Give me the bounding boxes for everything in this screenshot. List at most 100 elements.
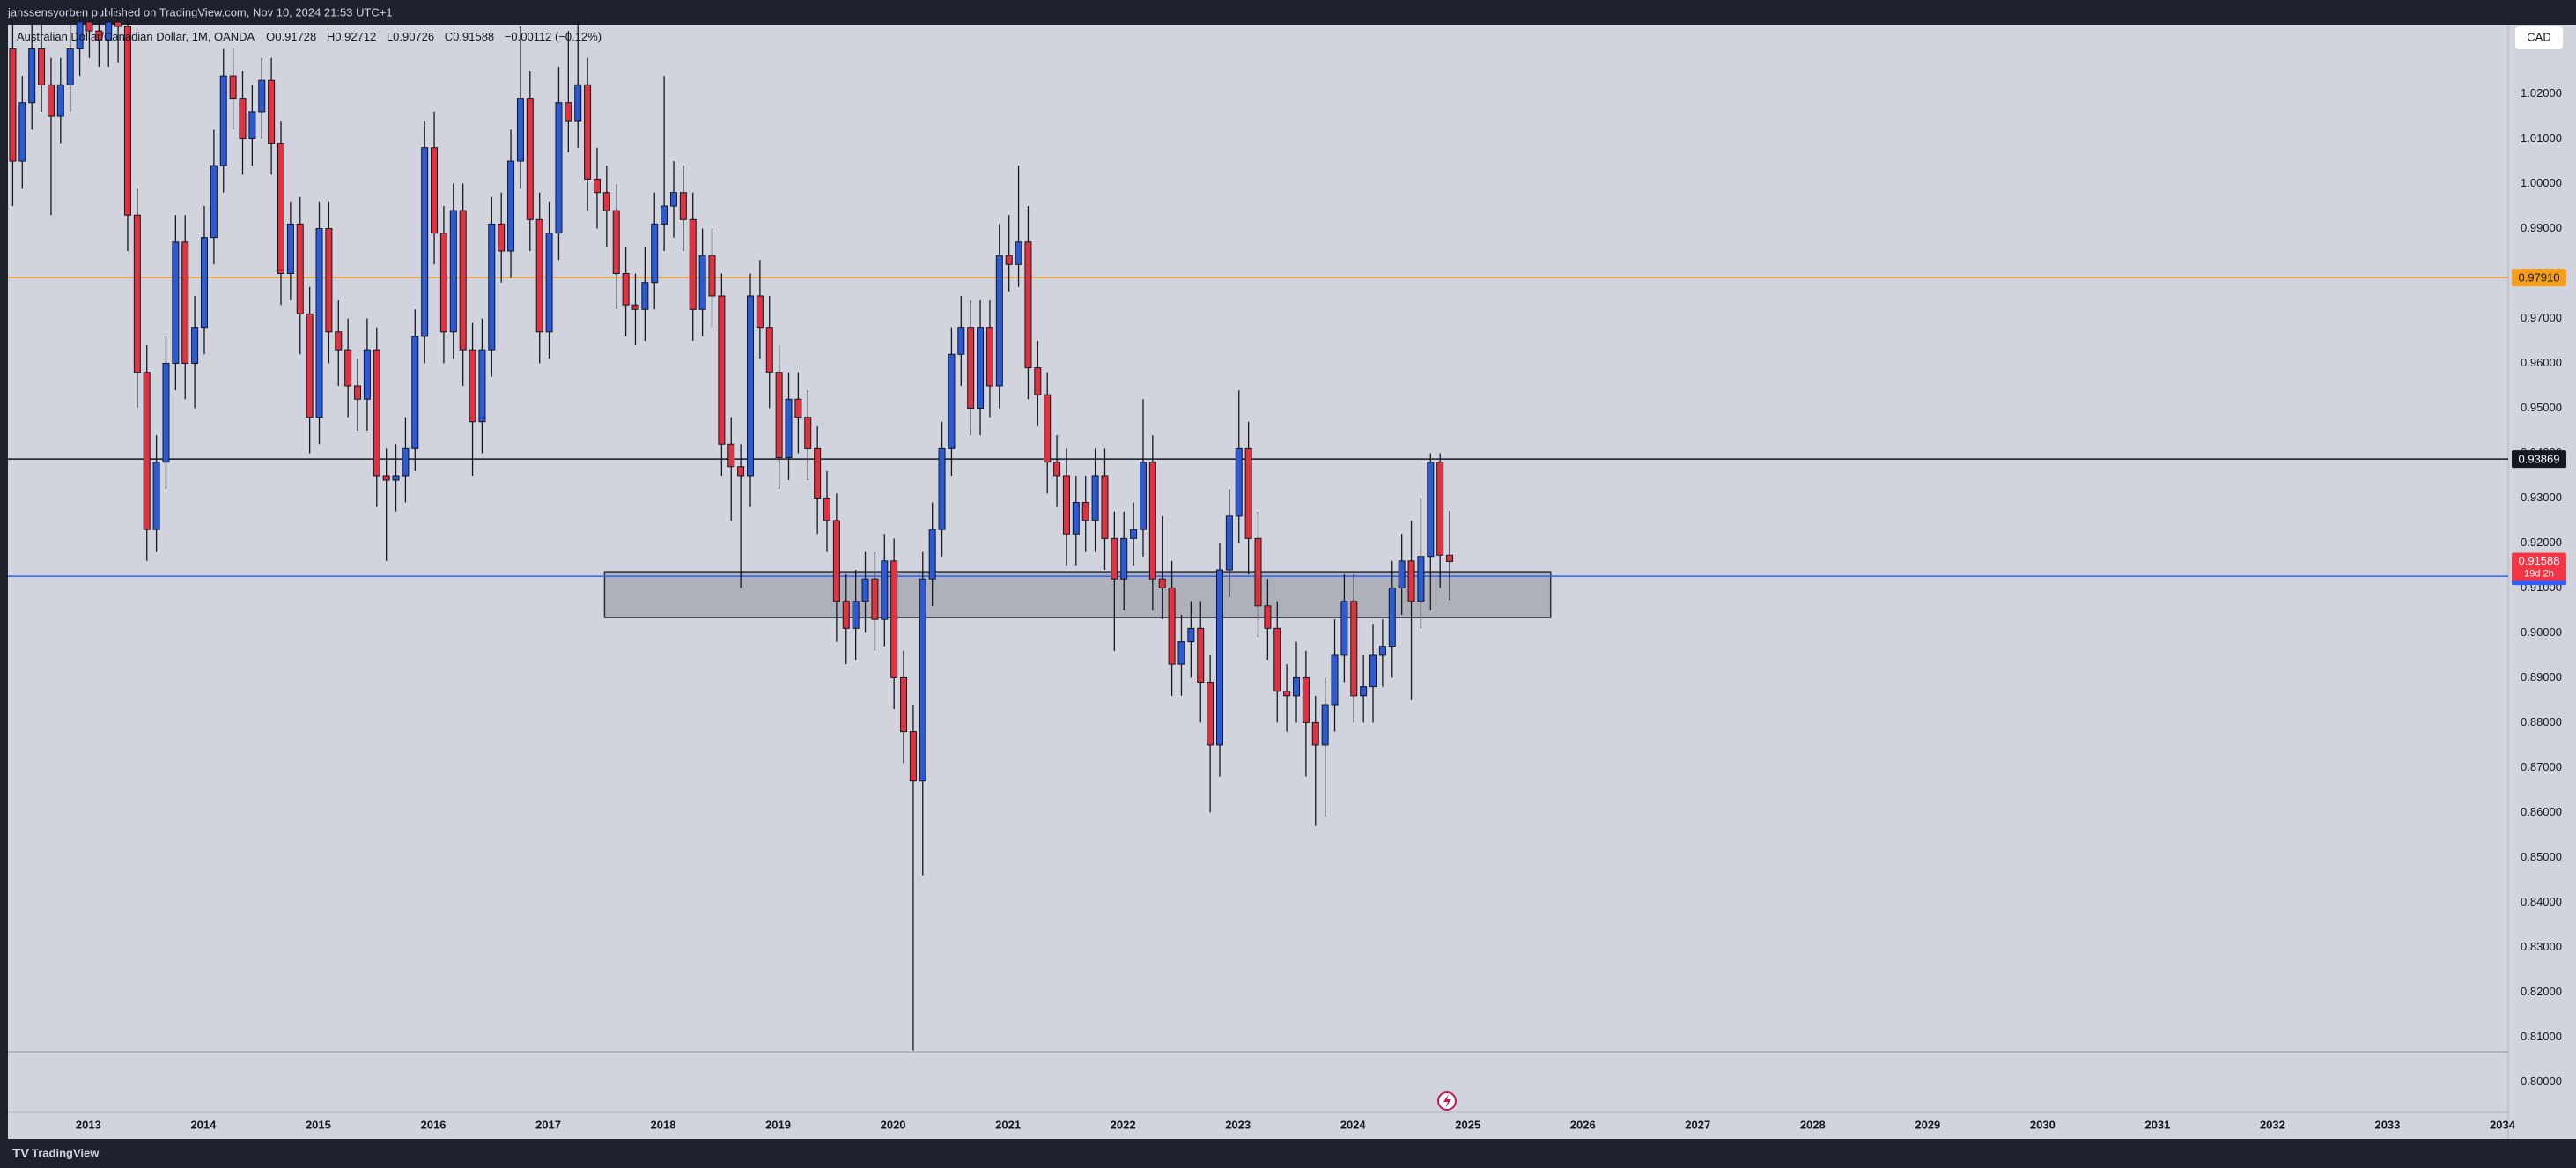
candle-body: [1139, 462, 1147, 530]
candle-body: [1273, 627, 1281, 692]
candle-body: [842, 601, 850, 629]
candle-body: [861, 578, 869, 602]
candle-body: [219, 75, 227, 166]
y-tick-label: 0.95000: [2521, 401, 2562, 414]
candle-body: [56, 84, 64, 117]
candle-body: [1254, 537, 1262, 607]
candle-body: [335, 331, 343, 351]
candle-body: [1225, 515, 1233, 571]
candle-body: [909, 731, 917, 782]
candle-body: [602, 192, 610, 211]
x-tick-label: 2014: [190, 1118, 217, 1131]
x-tick-label: 2033: [2374, 1118, 2400, 1131]
candle-body: [814, 447, 822, 499]
price-label: 0.97910: [2519, 271, 2560, 285]
candle-body: [325, 228, 333, 333]
candle-body: [727, 443, 735, 468]
candle-body: [1388, 587, 1396, 647]
y-tick-label: 0.86000: [2521, 805, 2562, 818]
candle-body: [286, 223, 294, 274]
candle-body: [191, 327, 199, 364]
candle-body: [1369, 654, 1377, 688]
legend-value: 0.91728: [275, 30, 316, 43]
y-tick-label: 0.96000: [2521, 356, 2562, 369]
candle-body: [1293, 676, 1301, 697]
candle-body: [66, 48, 74, 85]
x-tick-label: 2024: [1340, 1118, 1367, 1131]
legend-key: C: [445, 30, 453, 43]
candle-body: [852, 601, 860, 629]
y-tick-label: 1.02000: [2521, 86, 2562, 100]
candle-body: [1177, 641, 1185, 665]
candle-body: [995, 255, 1003, 387]
candle-body: [1101, 475, 1109, 539]
candle-body: [1311, 721, 1319, 746]
candle-body: [1072, 502, 1080, 535]
x-tick-label: 2032: [2260, 1118, 2285, 1131]
candle-body: [794, 398, 802, 418]
x-tick-label: 2021: [995, 1118, 1021, 1131]
candle-body: [641, 282, 649, 310]
y-tick-label: 0.93000: [2521, 491, 2562, 504]
candle-body: [498, 223, 506, 252]
x-tick-label: 2013: [76, 1118, 101, 1131]
candle-body: [1091, 475, 1099, 521]
candle-body: [488, 223, 496, 351]
x-tick-label: 2031: [2144, 1118, 2170, 1131]
x-tick-label: 2030: [2030, 1118, 2056, 1131]
candle-body: [957, 327, 965, 355]
candle-body: [449, 210, 457, 333]
candle-body: [1024, 241, 1032, 369]
candle-body: [919, 578, 926, 782]
candle-body: [823, 497, 831, 521]
legend-key: H: [327, 30, 335, 43]
candle-body: [765, 327, 773, 373]
y-tick-label: 0.97000: [2521, 311, 2562, 324]
candle-body: [1215, 569, 1223, 746]
candle-body: [392, 475, 400, 481]
candle-body: [1350, 601, 1358, 697]
candle-body: [28, 48, 36, 104]
candle-body: [871, 578, 879, 620]
x-tick-label: 2029: [1915, 1118, 1940, 1131]
candle-body: [890, 560, 898, 678]
candle-body: [95, 30, 103, 41]
candle-body: [881, 560, 889, 620]
y-tick-label: 0.82000: [2521, 985, 2562, 998]
candle-body: [9, 48, 17, 162]
candle-body: [900, 676, 908, 733]
candle-body: [421, 147, 429, 337]
y-tick-label: 0.88000: [2521, 715, 2562, 728]
legend: Australian Dollar/Canadian Dollar, 1M, O…: [17, 30, 602, 43]
candle-body: [258, 79, 266, 113]
candle-body: [315, 228, 323, 418]
candle-body: [1436, 462, 1444, 556]
candle-body: [248, 111, 256, 140]
x-tick-label: 2022: [1111, 1118, 1136, 1131]
candle-body: [832, 520, 840, 602]
currency-label[interactable]: CAD: [2527, 30, 2550, 43]
candle-body: [1235, 447, 1243, 517]
x-tick-label: 2026: [1570, 1118, 1596, 1131]
candle-body: [938, 447, 946, 530]
candle-body: [584, 84, 592, 180]
candle-body: [1120, 537, 1128, 580]
candle-body: [1158, 578, 1166, 588]
candle-body: [545, 233, 553, 333]
price-label-box: [2512, 450, 2566, 469]
top-bar: [0, 0, 2576, 25]
candle-body: [402, 447, 410, 477]
currency-button[interactable]: [2515, 26, 2563, 49]
candle-body: [718, 295, 726, 445]
candle-body: [373, 349, 380, 477]
candle-body: [1398, 560, 1406, 588]
y-tick-label: 0.89000: [2521, 670, 2562, 684]
candle-body: [1111, 537, 1118, 580]
y-tick-label: 0.90000: [2521, 625, 2562, 639]
candle-body: [574, 84, 582, 122]
candle-body: [344, 349, 352, 387]
y-tick-label: 0.80000: [2521, 1075, 2562, 1088]
candle-body: [123, 26, 131, 216]
candle-body: [756, 295, 764, 329]
